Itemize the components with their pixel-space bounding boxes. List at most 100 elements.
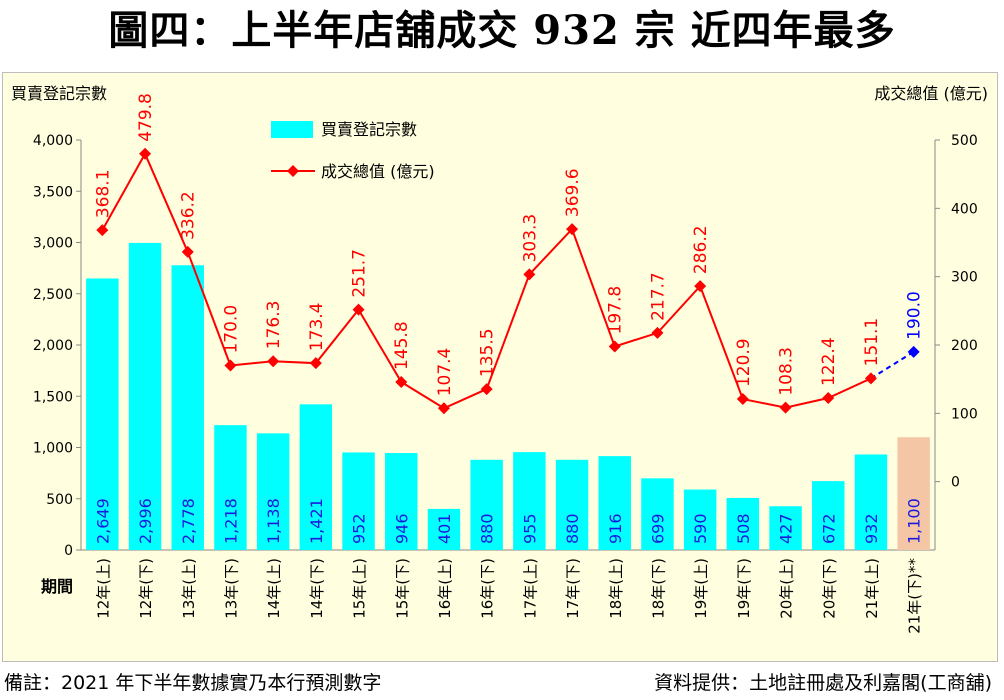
- line-value-label: 251.7: [350, 249, 370, 298]
- legend-bar-label: 買賣登記宗數: [321, 120, 417, 139]
- bar-value-label: 880: [478, 513, 497, 544]
- line-point: [309, 357, 322, 370]
- line-value-label: 107.4: [435, 348, 455, 397]
- x-tick-label: 13年(上): [180, 558, 198, 619]
- x-tick-label: 12年(上): [94, 558, 112, 619]
- x-tick-label: 18年(上): [607, 558, 625, 619]
- line-value-label: 369.6: [563, 168, 583, 217]
- bar: [214, 425, 247, 550]
- line-value-label: 176.3: [264, 301, 284, 350]
- bar-value-label: 2,996: [136, 498, 155, 544]
- line-point: [181, 245, 194, 258]
- bar-value-label: 880: [563, 513, 582, 544]
- line-point: [523, 268, 536, 281]
- left-tick-label: 4,000: [33, 133, 73, 149]
- x-tick-label: 16年(下): [479, 558, 497, 619]
- bar-value-label: 932: [862, 513, 881, 544]
- right-tick-label: 200: [951, 338, 978, 354]
- chart-svg: 買賣登記宗數 成交總值 (億元)05001,0001,5002,0002,5003…: [11, 84, 988, 634]
- x-tick-label: 13年(下): [222, 558, 240, 619]
- line-value-label: 479.8: [136, 93, 156, 142]
- footer-note: 備註：2021 年下半年數據實乃本行預測數字: [4, 672, 382, 694]
- right-tick-label: 0: [951, 475, 960, 491]
- bar: [470, 459, 503, 550]
- bar: [86, 278, 119, 550]
- left-axis-title: 買賣登記宗數: [11, 84, 107, 103]
- line-point: [566, 223, 579, 236]
- x-tick-label: 15年(下): [393, 558, 411, 619]
- line-value-label: 151.1: [862, 318, 882, 367]
- line-value-label: 173.4: [307, 303, 327, 352]
- x-tick-label: 20年(上): [778, 558, 796, 619]
- x-axis-title: 期間: [41, 577, 73, 596]
- bar: [427, 508, 461, 550]
- bar-value-label: 1,218: [221, 498, 240, 544]
- line-point: [224, 359, 237, 372]
- bar-value-label: 508: [734, 513, 753, 544]
- line-value-label: 217.7: [648, 272, 668, 321]
- bar-value-label: 1,100: [905, 498, 924, 544]
- bar-value-label: 427: [777, 513, 796, 544]
- bar-value-label: 699: [648, 513, 667, 544]
- chart-area: 買賣登記宗數 成交總值 (億元) 0 500 1,000 1,500 2,000 2,500 3…: [2, 72, 998, 662]
- left-tick-label: 1,500: [33, 389, 73, 405]
- x-tick-label: 14年(下): [308, 558, 326, 619]
- x-tick-label: 21年(上): [863, 558, 881, 619]
- bar-value-label: 2,649: [93, 498, 112, 544]
- line-point: [139, 147, 152, 160]
- bar: [683, 489, 717, 550]
- left-tick-label: 1,000: [33, 441, 73, 457]
- bar-value-label: 2,778: [179, 498, 198, 544]
- line-point: [779, 401, 792, 414]
- right-tick-label: 500: [951, 133, 978, 149]
- left-tick-label: 3,500: [33, 184, 73, 200]
- x-tick-label: 12年(下): [137, 558, 155, 619]
- bar: [385, 453, 418, 550]
- right-tick-label: 100: [951, 406, 978, 422]
- bar: [641, 478, 674, 550]
- left-tick-label: 500: [46, 492, 73, 508]
- bar-value-label: 1,138: [264, 498, 283, 544]
- line-value-label: 286.2: [691, 225, 711, 274]
- line-point: [267, 355, 280, 368]
- x-tick-label: 17年(下): [564, 558, 582, 619]
- bar-value-label: 672: [819, 513, 838, 544]
- legend-line-label: 成交總值 (億元): [321, 162, 435, 181]
- x-tick-label: 14年(上): [265, 558, 283, 619]
- forecast-bar: [897, 437, 930, 550]
- line-point: [694, 280, 707, 293]
- x-tick-label: 18年(下): [649, 558, 667, 619]
- legend-bar-swatch: [271, 121, 313, 138]
- bar-value-label: 955: [520, 513, 539, 544]
- line-point: [352, 303, 365, 316]
- forecast-point: [907, 345, 920, 358]
- bar: [769, 506, 802, 550]
- line-point: [480, 383, 493, 396]
- line-value-label: 197.8: [606, 286, 626, 335]
- x-tick-label: 21年(下)**: [906, 558, 924, 634]
- bar: [342, 452, 375, 550]
- footer-source: 資料提供：土地註冊處及利嘉閣(工商舖): [654, 672, 992, 694]
- line-point: [608, 340, 621, 353]
- bar: [299, 404, 333, 550]
- bar: [854, 454, 888, 550]
- bar-value-label: 590: [691, 513, 710, 544]
- line-point: [437, 402, 450, 415]
- line-value-label: 145.8: [392, 321, 412, 370]
- bar: [812, 481, 845, 550]
- line-point: [822, 392, 835, 405]
- left-tick-label: 3,000: [33, 236, 73, 252]
- line-point: [651, 326, 664, 339]
- line-value-label: 190.0: [905, 291, 925, 340]
- line-value-label: 170.0: [221, 305, 241, 354]
- bar: [598, 456, 631, 550]
- line-value-label: 135.5: [478, 328, 498, 377]
- line-value-label: 368.1: [93, 169, 113, 218]
- bar: [726, 497, 760, 550]
- right-tick-label: 300: [951, 270, 978, 286]
- bar: [171, 265, 204, 550]
- line-value-label: 120.9: [734, 338, 754, 387]
- left-tick-label: 2,500: [33, 287, 73, 303]
- bar-value-label: 401: [435, 513, 454, 544]
- x-tick-label: 17年(上): [521, 558, 539, 619]
